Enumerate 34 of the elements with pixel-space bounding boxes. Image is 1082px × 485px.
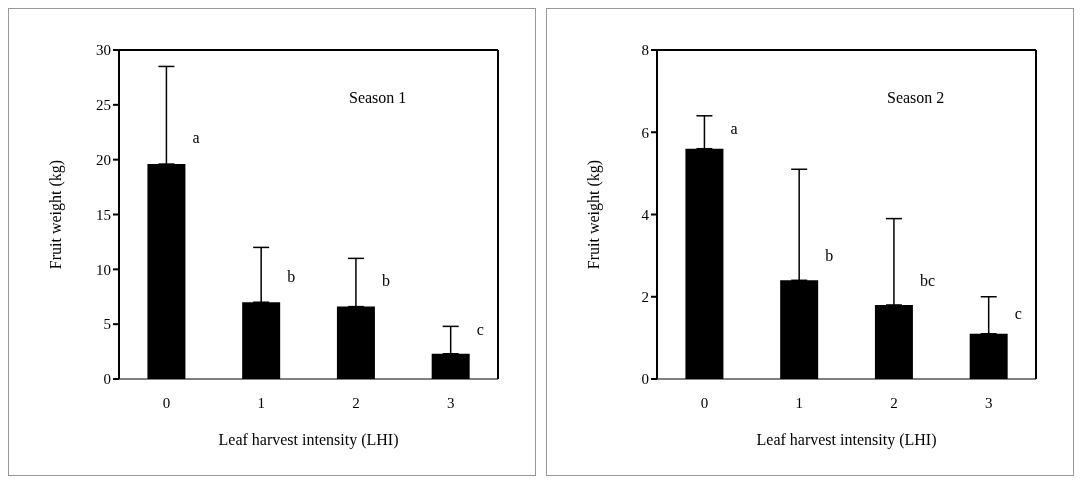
y-tick-label: 5 bbox=[103, 316, 111, 333]
annotation: c bbox=[1014, 304, 1022, 322]
x-tick-label: 0 bbox=[162, 394, 171, 411]
x-tick-label: 2 bbox=[890, 394, 898, 411]
y-tick-label: 6 bbox=[641, 124, 650, 141]
y-axis-title: Fruit weight (kg) bbox=[46, 159, 65, 270]
x-axis-title: Leaf harvest intensity (LHI) bbox=[756, 431, 937, 449]
y-tick-label: 10 bbox=[96, 261, 111, 278]
x-tick-label: 1 bbox=[795, 394, 803, 411]
annotation: a bbox=[730, 119, 738, 137]
annotation: b bbox=[287, 267, 296, 285]
y-tick-label: 0 bbox=[103, 371, 111, 388]
y-tick-label: 4 bbox=[641, 206, 650, 223]
x-axis-title: Leaf harvest intensity (LHI) bbox=[218, 431, 399, 449]
x-tick-label: 3 bbox=[446, 394, 455, 411]
annotation: c bbox=[476, 321, 484, 339]
y-tick-label: 0 bbox=[641, 371, 649, 388]
x-tick-label: 3 bbox=[984, 394, 993, 411]
annotation: bc bbox=[919, 271, 935, 289]
x-tick-label: 2 bbox=[352, 394, 360, 411]
x-tick-label: 0 bbox=[700, 394, 709, 411]
y-tick-label: 2 bbox=[641, 289, 649, 306]
annotation: Season 2 bbox=[887, 89, 945, 107]
annotation: Season 1 bbox=[349, 89, 407, 107]
annotation: b bbox=[381, 271, 390, 289]
y-tick-label: 20 bbox=[96, 151, 111, 168]
y-axis-title: Fruit weight (kg) bbox=[584, 159, 603, 270]
x-tick-label: 1 bbox=[257, 394, 265, 411]
y-tick-label: 8 bbox=[641, 42, 649, 59]
y-tick-label: 30 bbox=[96, 42, 111, 59]
annotation: a bbox=[192, 129, 200, 147]
annotation: b bbox=[825, 247, 834, 265]
y-tick-label: 15 bbox=[96, 206, 111, 223]
y-tick-label: 25 bbox=[96, 97, 111, 114]
